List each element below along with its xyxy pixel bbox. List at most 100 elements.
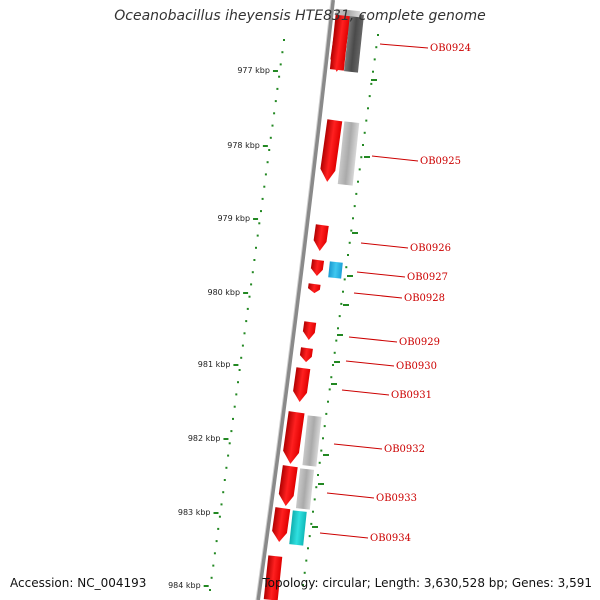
ring-dot: [328, 388, 331, 391]
ring-dot: [333, 351, 336, 354]
ring-dot: [367, 107, 369, 110]
scale-tick-label: 977 kbp: [237, 66, 270, 75]
ring-dot: [362, 144, 364, 146]
scale-dot: [238, 369, 241, 371]
gene-glyph: [328, 261, 343, 279]
scale-dot: [260, 210, 262, 213]
ring-dot: [365, 119, 368, 122]
scale-dot: [212, 564, 215, 567]
gene-label: OB0932: [384, 444, 425, 455]
gene-label: OB0933: [376, 493, 417, 504]
scale-dot: [213, 552, 216, 555]
gene-glyph: [337, 121, 360, 186]
scale-dot: [266, 161, 269, 164]
scale-dot: [276, 87, 279, 90]
scale-dot: [281, 51, 284, 54]
ring-dot: [363, 131, 366, 134]
ring-dot: [377, 34, 379, 36]
scale-tick-label: 979 kbp: [217, 214, 250, 223]
scale-dot: [253, 259, 256, 261]
scale-dot: [215, 540, 218, 543]
ring-dot: [370, 82, 373, 85]
scale-dot: [245, 320, 248, 323]
ring-dot: [340, 302, 343, 305]
ring-dot: [347, 254, 349, 256]
scale-tick-label: 983 kbp: [178, 508, 211, 517]
ring-dot: [337, 327, 339, 330]
gene-leader-line: [379, 43, 429, 49]
scale-dot: [246, 307, 249, 310]
ring-dot: [313, 498, 316, 501]
scale-dot: [230, 430, 233, 433]
gene-leader-line: [319, 532, 369, 539]
scale-dot: [271, 124, 274, 127]
gene-leader-line: [341, 389, 390, 396]
ring-dot: [360, 156, 363, 159]
gene-glyph: [283, 411, 305, 464]
gene-glyph: [272, 507, 291, 542]
gene-glyph: [293, 367, 311, 402]
scale-dot: [240, 356, 243, 359]
ring-dot: [372, 70, 374, 73]
scale-dot: [268, 149, 271, 151]
ring-dot: [325, 412, 328, 415]
scale-dot: [269, 136, 272, 139]
ring-dot: [305, 559, 308, 562]
scale-tick-label: 981 kbp: [198, 360, 231, 369]
scale-dot: [237, 381, 239, 384]
scale-dot: [250, 283, 253, 286]
ring-dot: [343, 278, 346, 281]
ring-dot: [373, 58, 376, 61]
ring-dot: [302, 584, 304, 586]
gene-label: OB0931: [391, 390, 432, 401]
gene-label: OB0925: [420, 156, 461, 167]
ring-dot: [353, 205, 356, 208]
scale-dot: [264, 173, 267, 176]
scale-dot: [210, 576, 213, 579]
scale-dot: [283, 39, 285, 41]
ring-dot: [345, 266, 348, 269]
gene-leader-line: [360, 242, 409, 249]
gene-label: OB0926: [410, 243, 451, 254]
gene-glyph: [278, 465, 298, 506]
gene-glyph: [307, 283, 321, 294]
scale-dot: [228, 442, 231, 445]
scale-dot: [255, 246, 257, 249]
ring-dot: [352, 217, 354, 220]
scale-dot: [235, 393, 238, 396]
gene-glyph: [310, 259, 325, 277]
gene-glyph: [295, 468, 315, 510]
scale-dot: [227, 454, 230, 457]
ring-dot: [320, 449, 323, 452]
ring-dot: [375, 46, 378, 49]
scale-dot: [220, 503, 223, 506]
gene-glyph: [344, 13, 364, 73]
scale-dot: [209, 589, 211, 591]
scale-tick-label: 980 kbp: [207, 288, 240, 297]
ring-dot: [332, 364, 334, 366]
backbone-line: [256, 0, 335, 600]
gene-leader-line: [348, 336, 398, 343]
gene-label: OB0930: [396, 361, 437, 372]
gene-leader-line: [345, 360, 395, 367]
ring-dot: [308, 535, 311, 538]
scale-dot: [243, 332, 246, 335]
gene-glyph: [335, 8, 361, 18]
ring-dot: [323, 425, 326, 428]
gene-label: OB0928: [404, 293, 445, 304]
ring-dot: [317, 474, 319, 476]
scale-dot: [248, 295, 251, 298]
ring-dot: [350, 229, 353, 232]
gene-glyph: [289, 510, 307, 546]
scale-dot: [261, 197, 264, 200]
scale-dot: [223, 479, 226, 481]
gene-glyph: [330, 9, 352, 72]
scale-tick-label: 978 kbp: [227, 141, 260, 150]
gene-glyph: [313, 224, 329, 252]
scale-dot: [241, 344, 244, 347]
ring-dot: [310, 522, 313, 525]
scale-dot: [217, 527, 220, 530]
genome-title: Oceanobacillus iheyensis HTE831, complet…: [114, 8, 486, 24]
